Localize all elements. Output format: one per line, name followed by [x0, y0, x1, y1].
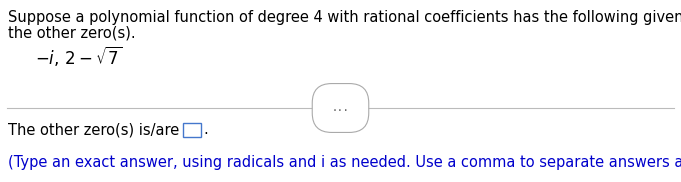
FancyBboxPatch shape	[183, 123, 201, 137]
Text: $-i,\, 2-\sqrt{7}$: $-i,\, 2-\sqrt{7}$	[35, 44, 122, 68]
Text: the other zero(s).: the other zero(s).	[8, 26, 136, 41]
Text: .: .	[203, 122, 208, 137]
Text: The other zero(s) is/are: The other zero(s) is/are	[8, 122, 179, 137]
Text: (Type an exact answer, using radicals and i as needed. Use a comma to separate a: (Type an exact answer, using radicals an…	[8, 155, 681, 170]
Text: Suppose a polynomial function of degree 4 with rational coefficients has the fol: Suppose a polynomial function of degree …	[8, 10, 681, 25]
Text: ...: ...	[332, 103, 349, 113]
